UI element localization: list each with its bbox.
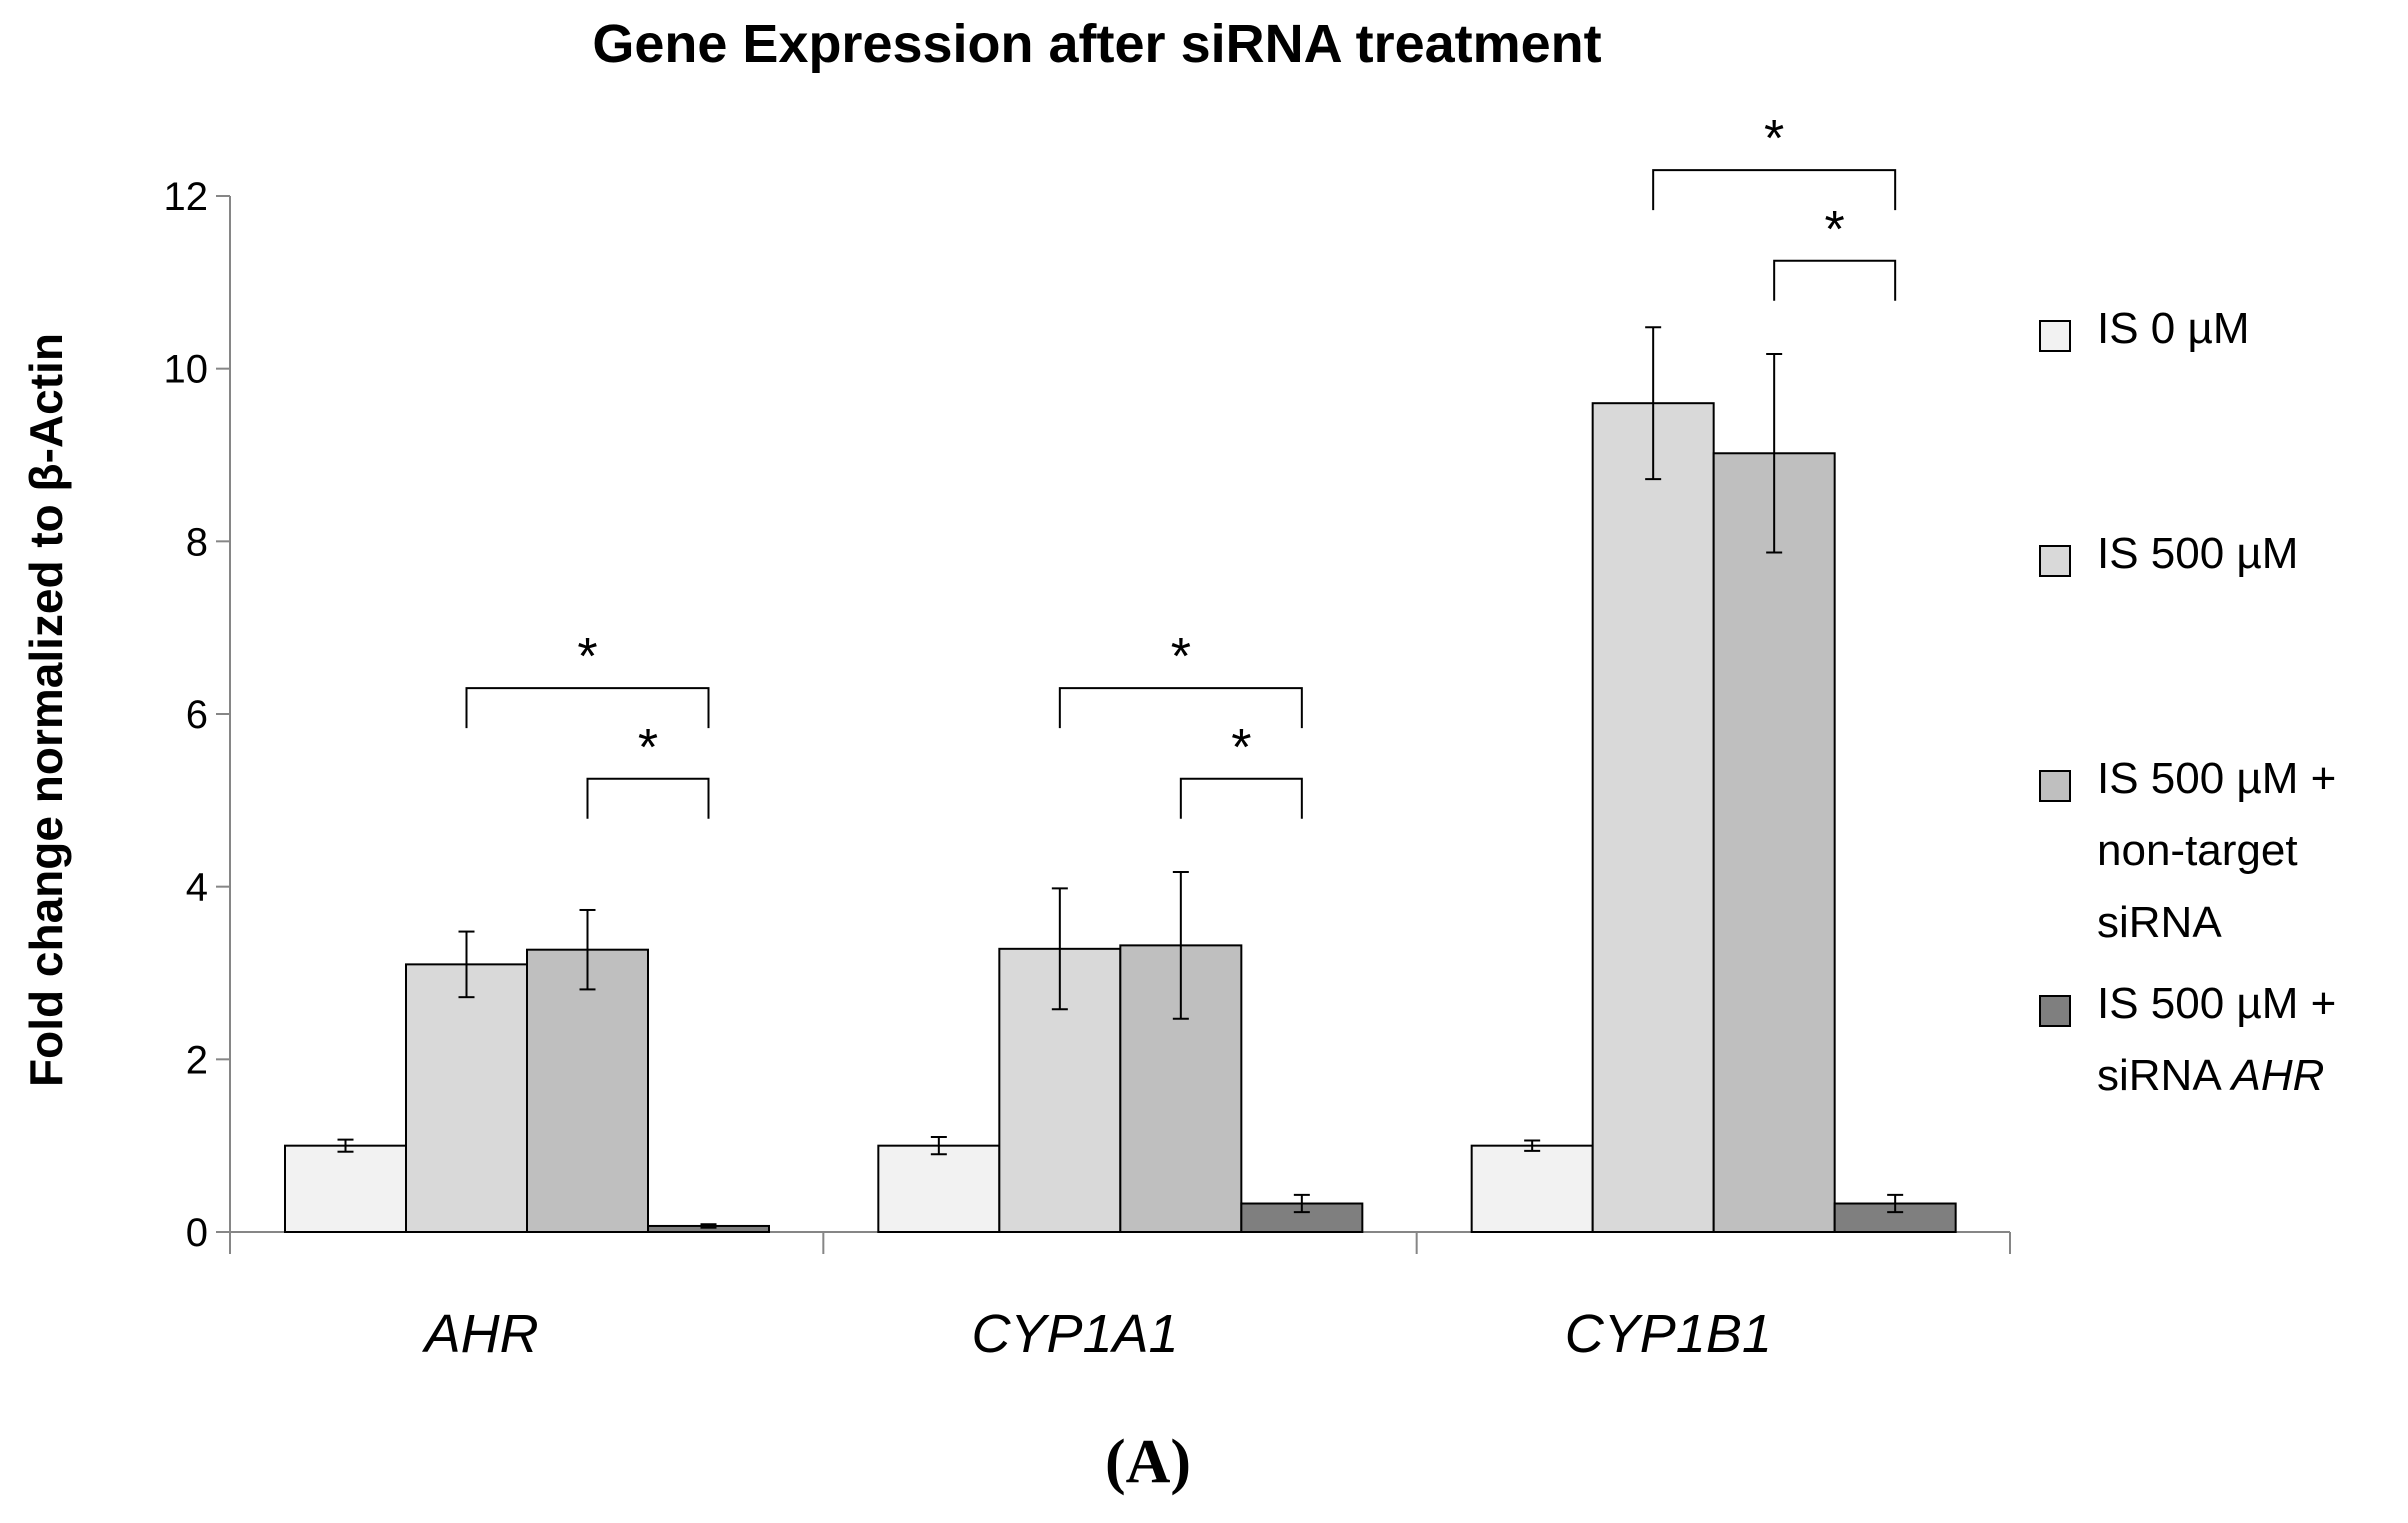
significance-bracket (1652, 169, 1897, 211)
significance-star: * (1764, 110, 1784, 168)
legend-swatch (2039, 770, 2071, 802)
chart-title: Gene Expression after siRNA treatment (592, 14, 1601, 74)
significance-bracket (1773, 259, 1897, 301)
significance-star: * (1825, 201, 1845, 259)
legend-label: IS 500 µM + (2097, 979, 2336, 1028)
legend-label: IS 500 µM (2097, 529, 2298, 578)
legend-swatch (2039, 995, 2071, 1027)
significance-star: * (1171, 628, 1191, 686)
bar (1712, 452, 1836, 1234)
y-tick-label: 2 (186, 1038, 208, 1082)
legend-item: IS 0 µM (2039, 304, 2250, 353)
legend-label: IS 0 µM (2097, 304, 2250, 353)
error-bar (1293, 1193, 1310, 1214)
significance-bracket (1179, 777, 1303, 819)
y-tick-label: 4 (186, 866, 208, 910)
error-bar (337, 1138, 354, 1153)
bar (526, 948, 649, 1233)
axes: 0 2 4 6 8 10 12 AHR CYP1A1 CYP1B1 (164, 175, 2011, 1364)
bar (877, 1144, 1001, 1233)
error-bar (700, 1223, 717, 1229)
legend-item: IS 500 µM (2039, 529, 2298, 578)
legend-item: IS 500 µM + non-target siRNA (2039, 754, 2336, 947)
error-bar (930, 1136, 947, 1156)
legend-label: IS 500 µM + (2097, 754, 2336, 803)
significance-star: * (638, 719, 658, 777)
error-bar (1766, 352, 1783, 554)
legend-label: siRNA AHR (2097, 1051, 2324, 1100)
bar (405, 963, 528, 1233)
error-bar (579, 908, 596, 991)
error-bar (1524, 1139, 1541, 1152)
significance-bracket (586, 777, 710, 819)
y-tick-label: 12 (164, 175, 209, 219)
bar (1470, 1144, 1594, 1233)
panel-label: (A) (1105, 1428, 1191, 1496)
error-bars (337, 326, 1904, 1229)
error-bar (458, 930, 475, 999)
significance-annotations: * * * * * * (465, 110, 1897, 819)
error-bar (1645, 326, 1662, 481)
bars (284, 402, 1957, 1234)
significance-star: * (577, 628, 597, 686)
error-bar (1172, 870, 1189, 1020)
legend-item: IS 500 µM + siRNA AHR (2039, 979, 2336, 1100)
significance-bracket (465, 687, 710, 729)
legend-swatch (2039, 545, 2071, 577)
x-category-label: CYP1B1 (1565, 1304, 1772, 1364)
x-category-label: AHR (422, 1304, 539, 1364)
y-tick-label: 0 (186, 1211, 208, 1255)
significance-bracket (1058, 687, 1303, 729)
error-bar (1887, 1193, 1904, 1214)
legend: IS 0 µM IS 500 µM IS 500 µM + non-target siR… (2039, 304, 2336, 1100)
legend-label: siRNA (2097, 898, 2222, 947)
legend-swatch (2039, 320, 2071, 352)
error-bar (1051, 887, 1068, 1011)
y-tick-label: 6 (186, 693, 208, 737)
bar (284, 1144, 407, 1233)
y-tick-label: 10 (164, 348, 209, 392)
y-axis-label: Fold change normalized to β-Actin (20, 333, 72, 1087)
significance-star: * (1231, 719, 1251, 777)
legend-label: non-target (2097, 826, 2298, 875)
bar (1591, 402, 1715, 1233)
x-category-label: CYP1A1 (971, 1304, 1178, 1364)
y-tick-label: 8 (186, 520, 208, 564)
